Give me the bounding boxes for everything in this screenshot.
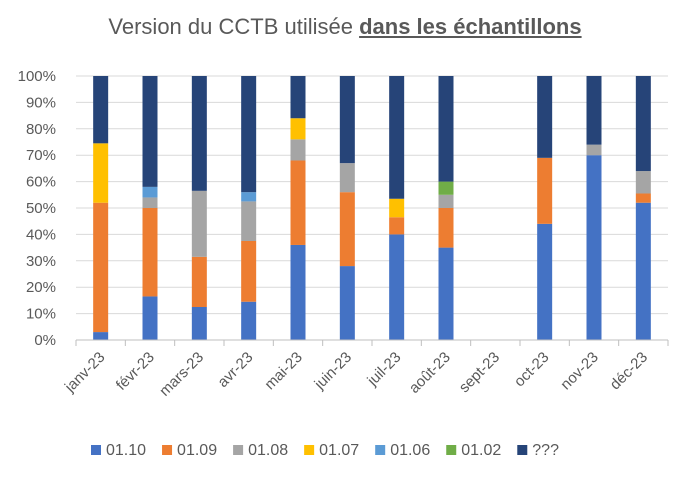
legend-label: 01.06 (390, 442, 430, 459)
bar-segment (191, 76, 207, 191)
bar-segment (339, 266, 355, 340)
chart-title-emphasis: dans les échantillons (359, 14, 582, 39)
bar-segment (142, 296, 158, 340)
y-tick-label: 10% (26, 306, 56, 323)
bar-segment (339, 163, 355, 193)
bar-segment (635, 202, 651, 340)
bar-segment (586, 76, 602, 145)
legend-swatch (304, 445, 315, 455)
bar-segment (93, 143, 109, 203)
x-tick-label: oct-23 (511, 349, 553, 391)
x-tick-label: nov-23 (557, 349, 601, 393)
bar-segment (438, 76, 454, 182)
legend-swatch (517, 445, 528, 455)
y-tick-label: 90% (26, 94, 56, 111)
legend-label: 01.02 (461, 442, 501, 459)
bar-segment (635, 193, 651, 203)
bar-segment (290, 139, 306, 161)
bar-segment (241, 192, 257, 202)
bar-segment (635, 76, 651, 172)
x-tick-label: juil-23 (363, 349, 404, 390)
y-tick-label: 50% (26, 200, 56, 217)
x-tick-label: sept-23 (456, 349, 503, 396)
bar-segment (537, 76, 553, 158)
bar-segment (339, 76, 355, 164)
bar-segment (191, 256, 207, 307)
bar-segment (93, 76, 109, 144)
x-tick-label: déc-23 (607, 349, 651, 393)
bar-segment (93, 332, 109, 340)
bar-segment (93, 202, 109, 333)
y-tick-label: 80% (26, 121, 56, 138)
bar-segment (389, 234, 405, 340)
x-tick-label: mai-23 (261, 349, 305, 393)
y-tick-label: 60% (26, 174, 56, 191)
x-tick-label: août-23 (406, 349, 454, 397)
bar-segment (191, 307, 207, 340)
bar-segment (290, 76, 306, 119)
bar-segment (241, 301, 257, 340)
legend-swatch (233, 445, 244, 455)
bar-segment (241, 201, 257, 241)
x-axis (75, 339, 669, 346)
x-tick-label: janv-23 (61, 349, 109, 397)
bar-segment (191, 190, 207, 257)
x-tick-label: mars-23 (156, 349, 207, 400)
bar-segment (142, 197, 158, 208)
y-tick-label: 30% (26, 253, 56, 270)
bar-segment (635, 171, 651, 194)
bar-segment (290, 118, 306, 140)
y-axis-ticks: 0% 10% 20% 30% 40% 50% 60% 70% 80% 90% 100% (18, 68, 56, 349)
legend-label: 01.10 (106, 442, 146, 459)
bar-segment (438, 208, 454, 248)
bar-segment (389, 198, 405, 218)
bar-segment (241, 241, 257, 302)
y-tick-label: 70% (26, 147, 56, 164)
legend-label: 01.07 (319, 442, 359, 459)
bar-segment (339, 192, 355, 267)
x-tick-label: juin-23 (311, 349, 356, 394)
bar-segment (586, 155, 602, 340)
gridlines (76, 75, 668, 315)
bar-segment (537, 157, 553, 224)
bar-segment (142, 208, 158, 297)
x-tick-label: avr-23 (214, 349, 256, 391)
y-tick-label: 40% (26, 226, 56, 243)
bar-segment (290, 244, 306, 340)
bar-segment (438, 194, 454, 208)
bar-segment (241, 76, 257, 193)
y-tick-label: 20% (26, 279, 56, 296)
bar-segment (142, 186, 158, 198)
legend-swatch (446, 445, 457, 455)
legend-swatch (375, 445, 386, 455)
bar-segment (142, 76, 158, 187)
bar-segment (389, 217, 405, 235)
bar-segment (438, 181, 454, 195)
legend-swatch (162, 445, 173, 455)
bar-segment (438, 247, 454, 340)
chart-title: Version du CCTB utilisée dans les échant… (0, 14, 690, 40)
bar-segment (290, 160, 306, 245)
bars (93, 76, 651, 340)
bar-segment (389, 76, 405, 199)
legend-label: ??? (532, 442, 559, 459)
bar-segment (586, 144, 602, 156)
legend-swatch (91, 445, 101, 455)
legend-label: 01.09 (177, 442, 217, 459)
y-tick-label: 100% (18, 68, 56, 85)
x-tick-label: févr-23 (113, 349, 158, 394)
legend: 01.10 01.09 01.08 01.07 01.06 01.02??? (91, 442, 559, 459)
y-tick-label: 0% (34, 332, 56, 349)
legend-label: 01.08 (248, 442, 288, 459)
bar-segment (537, 223, 553, 340)
chart-title-plain: Version du CCTB utilisée (108, 14, 360, 39)
